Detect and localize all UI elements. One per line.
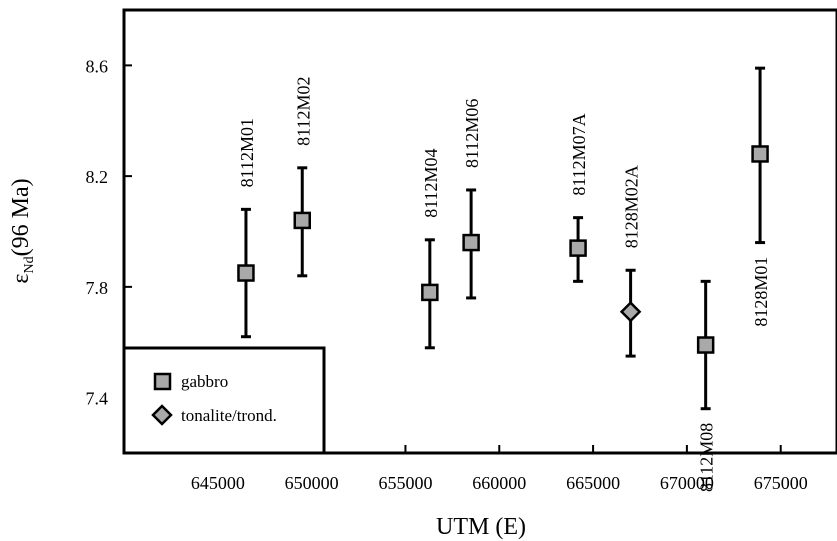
legend-tonalite-label: tonalite/trond. <box>181 406 277 425</box>
point-label-8112M02: 8112M02 <box>293 76 313 145</box>
square-point-8112M06 <box>462 233 480 252</box>
x-tick-label-3: 660000 <box>472 473 526 493</box>
x-axis-title: UTM (E) <box>436 514 526 540</box>
square-point-8128M01 <box>751 145 769 163</box>
x-tick-label-5: 670000 <box>660 473 714 493</box>
legend-gabbro-label: gabbro <box>181 372 228 391</box>
x-tick-label-2: 655000 <box>378 473 432 493</box>
legend-gabbro-marker <box>153 372 172 391</box>
point-label-8128M02A: 8128M02A <box>622 165 642 248</box>
square-point-8112M04 <box>421 283 439 302</box>
y-axis-title-symbol: ε <box>8 274 34 284</box>
plot-frame <box>122 8 837 455</box>
legend-box <box>122 346 326 455</box>
diamond-point-8128M02A <box>619 301 642 323</box>
point-label-8112M01: 8112M01 <box>237 118 257 187</box>
point-label-8112M04: 8112M04 <box>421 148 441 217</box>
point-label-8128M01: 8128M01 <box>751 257 771 327</box>
y-tick-label-3: 8.6 <box>86 56 109 76</box>
point-labels: 8112M01 8112M02 8112M04 8112M06 8112M07A 8112… <box>237 76 771 492</box>
y-axis: 7.4 7.8 8.2 8.6 <box>86 56 132 409</box>
square-point-8112M01 <box>237 264 255 282</box>
y-axis-title-rest: (96 Ma) <box>8 178 34 256</box>
point-label-8112M07A: 8112M07A <box>569 113 589 195</box>
data-marks <box>237 66 769 411</box>
x-tick-label-4: 665000 <box>566 473 620 493</box>
point-label-8112M06: 8112M06 <box>462 99 482 168</box>
y-tick-label-2: 8.2 <box>86 167 109 187</box>
square-point-8112M07A <box>569 239 587 257</box>
x-tick-label-6: 675000 <box>754 473 808 493</box>
y-tick-label-1: 7.8 <box>86 278 109 298</box>
x-tick-label-0: 645000 <box>191 473 245 493</box>
legend-tonalite-marker <box>151 404 173 426</box>
point-label-8112M08: 8112M08 <box>697 423 717 492</box>
square-point-8112M02 <box>293 211 311 230</box>
square-point-8112M08 <box>696 336 715 354</box>
y-tick-label-0: 7.4 <box>86 389 109 409</box>
y-axis-title: εNd(96 Ma) <box>8 178 37 283</box>
x-tick-label-1: 650000 <box>285 473 339 493</box>
legend: gabbro tonalite/trond. <box>122 346 326 455</box>
y-axis-title-subscript: Nd <box>22 256 37 273</box>
x-axis: 645000 650000 655000 660000 665000 670000 6750… <box>191 445 808 493</box>
